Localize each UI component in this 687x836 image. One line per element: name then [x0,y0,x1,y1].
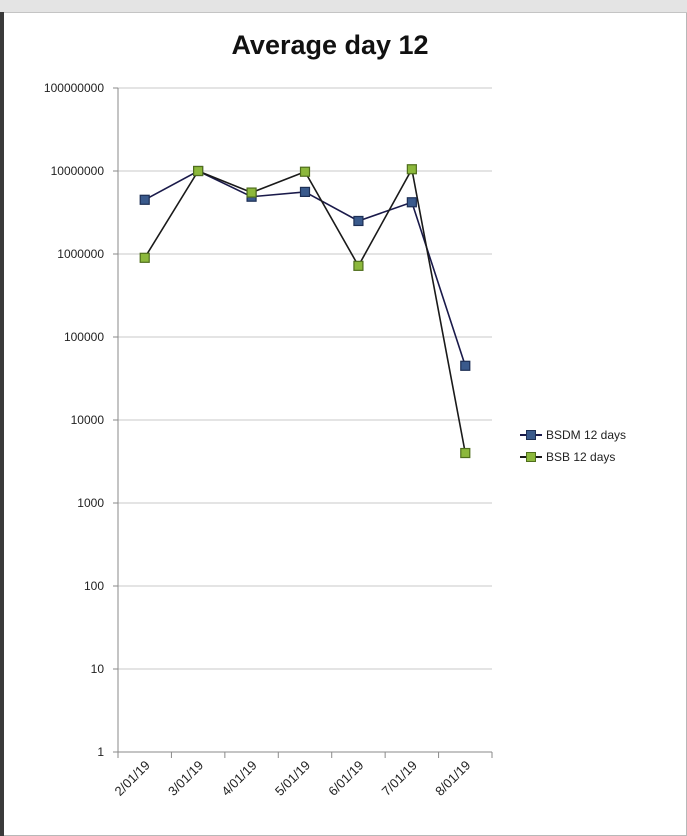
data-point-0-6 [460,360,471,371]
y-tick-label-7: 10 [91,662,105,676]
legend-swatch-1 [520,452,542,462]
window-top-edge [0,0,687,13]
y-tick-label-4: 10000 [71,413,105,427]
legend-entry-0: BSDM 12 days [520,424,626,446]
chart-title: Average day 12 [231,30,429,60]
legend-label-0: BSDM 12 days [546,428,627,442]
legend-entry-1: BSB 12 days [520,446,626,468]
y-tick-label-8: 1 [97,745,104,759]
series-line-1 [144,166,467,454]
y-tick-label-1: 10000000 [51,164,105,178]
window-left-edge [0,12,4,836]
chart-legend: BSDM 12 days BSB 12 days [520,424,626,468]
data-point-0-3 [299,186,311,198]
y-tick-label-2: 1000000 [57,247,104,261]
data-point-1-3 [299,166,311,177]
x-tick-label-4: 6/01/19 [325,758,366,799]
y-tick-label-0: 100000000 [44,81,104,95]
data-point-1-2 [246,187,257,198]
data-point-1-1 [193,165,204,177]
x-tick-label-6: 8/01/19 [432,758,473,799]
legend-label-1: BSB 12 days [546,450,616,464]
x-tick-label-2: 4/01/19 [218,758,259,799]
data-point-1-6 [460,447,471,459]
x-tick-label-1: 3/01/19 [165,758,206,799]
data-point-0-0 [139,194,150,205]
data-point-0-5 [406,197,417,208]
x-tick-label-0: 2/01/19 [112,758,153,799]
data-point-1-4 [353,260,364,271]
data-point-1-5 [406,164,417,175]
x-tick-label-3: 5/01/19 [272,758,313,799]
data-point-0-4 [353,215,364,227]
data-point-1-0 [139,252,150,263]
y-tick-label-6: 100 [84,579,104,593]
x-tick-label-5: 7/01/19 [379,758,420,799]
y-tick-label-3: 100000 [64,330,104,344]
legend-swatch-0 [520,430,542,440]
y-tick-label-5: 1000 [77,496,104,510]
